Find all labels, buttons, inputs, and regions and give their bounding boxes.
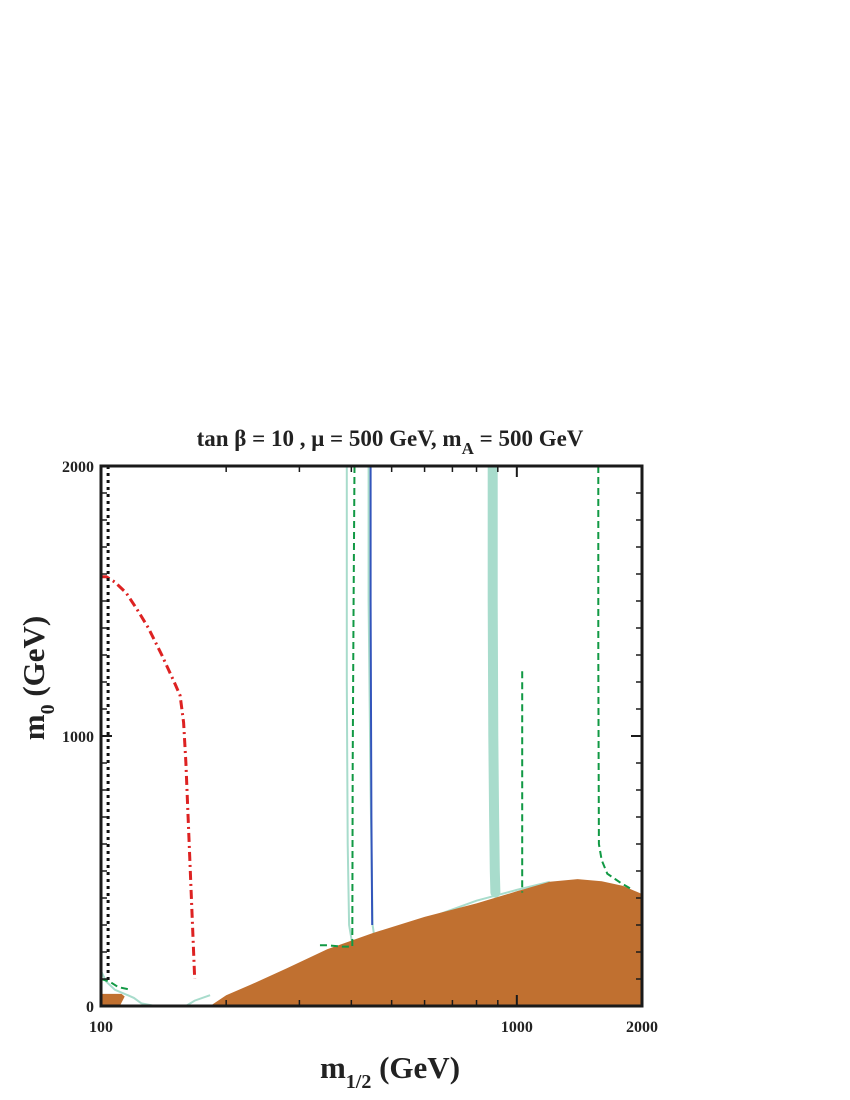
y-tick-label: 1000 bbox=[62, 729, 94, 746]
chart-title: tan β = 10 , μ = 500 GeV, mA = 500 GeV bbox=[197, 426, 584, 458]
x-tick-label: 2000 bbox=[626, 1019, 658, 1036]
y-tick-label: 2000 bbox=[62, 459, 94, 476]
y-tick-label: 0 bbox=[86, 999, 94, 1016]
tick-labels: 100 1000 2000 0 1000 2000 bbox=[62, 459, 658, 1036]
excluded-region-1 bbox=[210, 879, 642, 1006]
bsg-contour-4 bbox=[101, 978, 132, 991]
wmap-thin-3 bbox=[101, 970, 156, 1006]
axis-ticks bbox=[100, 465, 643, 1007]
x-axis-label: m1/2 (GeV) bbox=[320, 1050, 460, 1093]
higgs-contour-1 bbox=[101, 575, 197, 980]
bsg-contour-1 bbox=[316, 466, 356, 948]
excluded-region-small-1 bbox=[101, 993, 125, 1006]
x-tick-label: 1000 bbox=[501, 1019, 533, 1036]
bsg-contour-3 bbox=[597, 466, 634, 891]
x-tick-label: 100 bbox=[89, 1019, 113, 1036]
y-axis-label: m0 (GeV) bbox=[16, 616, 59, 740]
wmap-band-1 bbox=[487, 466, 501, 898]
wmap-thin-2 bbox=[345, 466, 550, 945]
gmuon-contour-1 bbox=[369, 466, 374, 926]
wmap-thin-4 bbox=[185, 994, 211, 1006]
plot-area bbox=[101, 466, 642, 1006]
